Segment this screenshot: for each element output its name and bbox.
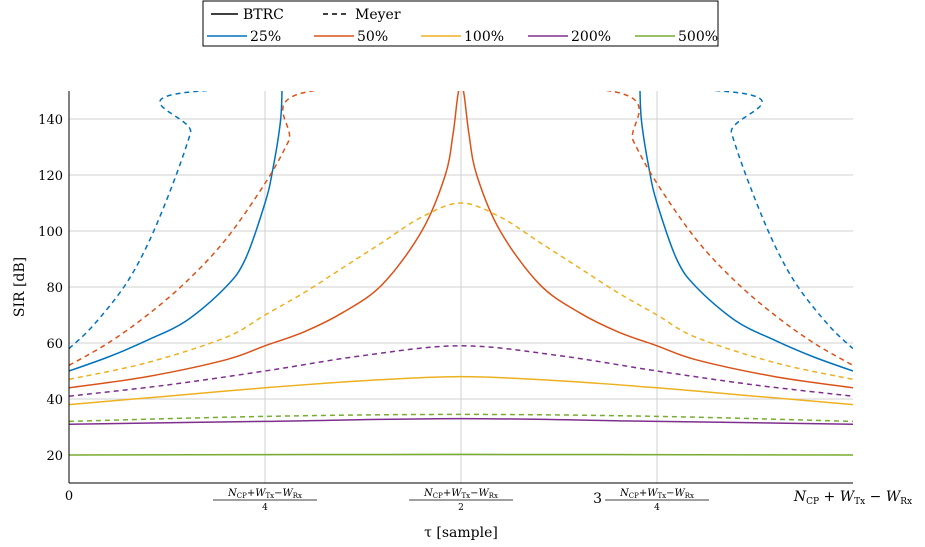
svg-text:2: 2 xyxy=(458,503,464,513)
x-tick-label-quarter: NCP+WTx−WRx 4 xyxy=(213,488,317,513)
legend-item-200pct: 200% xyxy=(528,29,611,45)
series-50pct-solid xyxy=(69,91,853,389)
y-axis-label: SIR [dB] xyxy=(12,257,28,317)
svg-text:500%: 500% xyxy=(678,29,718,45)
y-tick-label: 20 xyxy=(46,449,63,464)
svg-text:Meyer: Meyer xyxy=(355,7,401,23)
x-tick-label-half: NCP+WTx−WRx 2 xyxy=(409,488,513,513)
svg-text:100%: 100% xyxy=(464,29,504,45)
grid xyxy=(69,91,853,483)
y-tick-labels: 20 40 60 80 100 120 140 xyxy=(38,113,63,464)
series-500pct-dashed xyxy=(69,413,853,423)
y-tick-label: 60 xyxy=(46,337,63,352)
svg-text:NCP+WTx−WRx: NCP+WTx−WRx xyxy=(227,488,302,500)
axes xyxy=(68,91,853,484)
y-tick-label: 140 xyxy=(38,113,63,128)
series-100pct-dashed xyxy=(69,202,853,381)
legend-item-50pct: 50% xyxy=(314,29,388,45)
series-50pct-dashed xyxy=(69,91,853,367)
series-layer xyxy=(69,91,853,456)
legend-item-100pct: 100% xyxy=(421,29,504,45)
legend: BTRC Meyer 25% 50% 100% 200% 500% xyxy=(202,0,719,47)
legend-item-solid: BTRC xyxy=(211,7,284,23)
legend-item-dashed: Meyer xyxy=(323,7,401,23)
y-tick-label: 120 xyxy=(38,169,63,184)
x-axis-label: τ [sample] xyxy=(424,525,498,541)
svg-text:4: 4 xyxy=(654,503,660,513)
x-tick-label-0: 0 xyxy=(65,489,73,504)
y-tick-label: 100 xyxy=(38,225,63,240)
series-100pct-solid xyxy=(69,375,853,406)
series-200pct-solid xyxy=(69,417,853,425)
legend-box xyxy=(202,0,719,47)
svg-text:3: 3 xyxy=(593,491,602,507)
svg-text:25%: 25% xyxy=(250,29,281,45)
series-200pct-dashed xyxy=(69,345,853,397)
svg-text:4: 4 xyxy=(262,503,268,513)
svg-text:NCP+WTx−WRx: NCP+WTx−WRx xyxy=(423,488,498,500)
legend-item-25pct: 25% xyxy=(207,29,281,45)
svg-text:200%: 200% xyxy=(571,29,611,45)
svg-text:BTRC: BTRC xyxy=(243,7,284,23)
svg-text:NCP+WTx−WRx: NCP+WTx−WRx xyxy=(619,488,694,500)
y-tick-label: 80 xyxy=(46,281,63,296)
series-25pct-solid xyxy=(69,91,853,372)
x-tick-label-full: NCP + WTx − WRx xyxy=(793,489,912,507)
series-500pct-solid xyxy=(69,453,853,456)
x-tick-label-three-quarter: NCP+WTx−WRx 4 3 xyxy=(593,488,709,513)
svg-text:50%: 50% xyxy=(357,29,388,45)
legend-item-500pct: 500% xyxy=(635,29,718,45)
y-tick-label: 40 xyxy=(46,393,63,408)
